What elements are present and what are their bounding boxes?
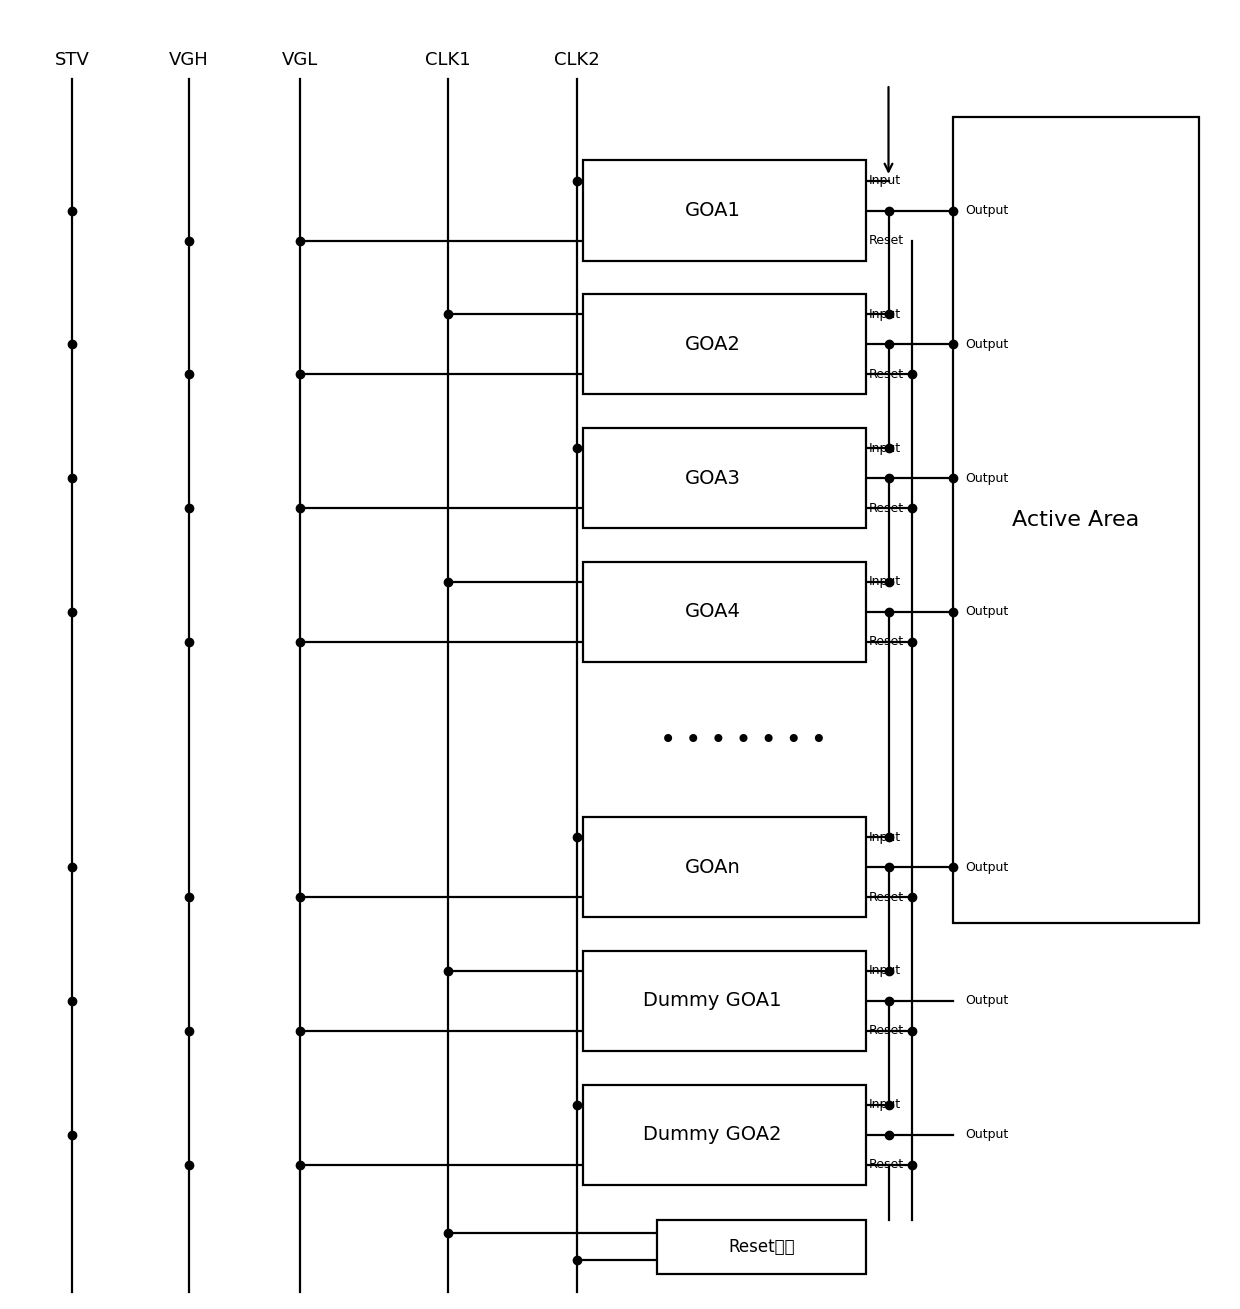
Text: Input: Input xyxy=(869,441,901,454)
Text: Reset单元: Reset单元 xyxy=(728,1238,795,1255)
Text: Reset: Reset xyxy=(869,368,904,381)
Bar xyxy=(583,161,867,260)
Text: Dummy GOA2: Dummy GOA2 xyxy=(644,1126,781,1144)
Bar xyxy=(583,295,867,394)
Text: GOAn: GOAn xyxy=(684,857,740,877)
Text: Input: Input xyxy=(869,965,901,978)
Bar xyxy=(583,562,867,662)
Text: Input: Input xyxy=(869,308,901,321)
Text: GOA3: GOA3 xyxy=(684,469,740,488)
Text: Input: Input xyxy=(869,831,901,843)
Text: Dummy GOA1: Dummy GOA1 xyxy=(644,991,781,1011)
Bar xyxy=(657,1220,867,1274)
Text: • • • • • • •: • • • • • • • xyxy=(660,725,827,754)
Text: Active Area: Active Area xyxy=(1012,511,1140,530)
Text: Input: Input xyxy=(869,174,901,187)
Text: Input: Input xyxy=(869,576,901,589)
Text: Output: Output xyxy=(965,995,1008,1008)
Text: GOA2: GOA2 xyxy=(684,335,740,353)
Text: Reset: Reset xyxy=(869,501,904,514)
Text: Output: Output xyxy=(965,1128,1008,1141)
Bar xyxy=(583,950,867,1051)
Text: STV: STV xyxy=(55,51,89,69)
Text: VGH: VGH xyxy=(169,51,208,69)
Text: Output: Output xyxy=(965,338,1008,351)
Text: Reset: Reset xyxy=(869,1025,904,1038)
Bar xyxy=(583,1085,867,1185)
Text: Reset: Reset xyxy=(869,1158,904,1172)
Text: Reset: Reset xyxy=(869,890,904,903)
Bar xyxy=(583,428,867,529)
Text: Output: Output xyxy=(965,606,1008,618)
Text: GOA1: GOA1 xyxy=(684,202,740,220)
Text: Output: Output xyxy=(965,471,1008,484)
Text: Reset: Reset xyxy=(869,234,904,247)
Text: GOA4: GOA4 xyxy=(684,602,740,622)
Text: CLK1: CLK1 xyxy=(425,51,470,69)
Text: VGL: VGL xyxy=(281,51,317,69)
Text: Reset: Reset xyxy=(869,635,904,648)
Bar xyxy=(583,817,867,918)
Text: Input: Input xyxy=(869,1098,901,1111)
Text: CLK2: CLK2 xyxy=(554,51,600,69)
Text: Output: Output xyxy=(965,204,1008,217)
Text: Output: Output xyxy=(965,860,1008,873)
Bar xyxy=(952,117,1199,923)
